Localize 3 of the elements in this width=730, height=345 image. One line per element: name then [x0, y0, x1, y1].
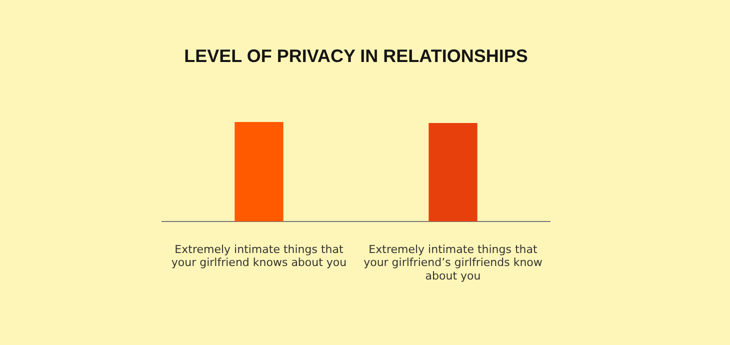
x-tick-label: Extremely intimate things that your girlfriend’s girlfriends know about you — [364, 242, 542, 282]
chart-title: LEVEL OF PRIVACY IN RELATIONSHIPS — [184, 46, 528, 66]
x-tick-label: Extremely intimate things that your girlfriend knows about you — [171, 242, 347, 270]
